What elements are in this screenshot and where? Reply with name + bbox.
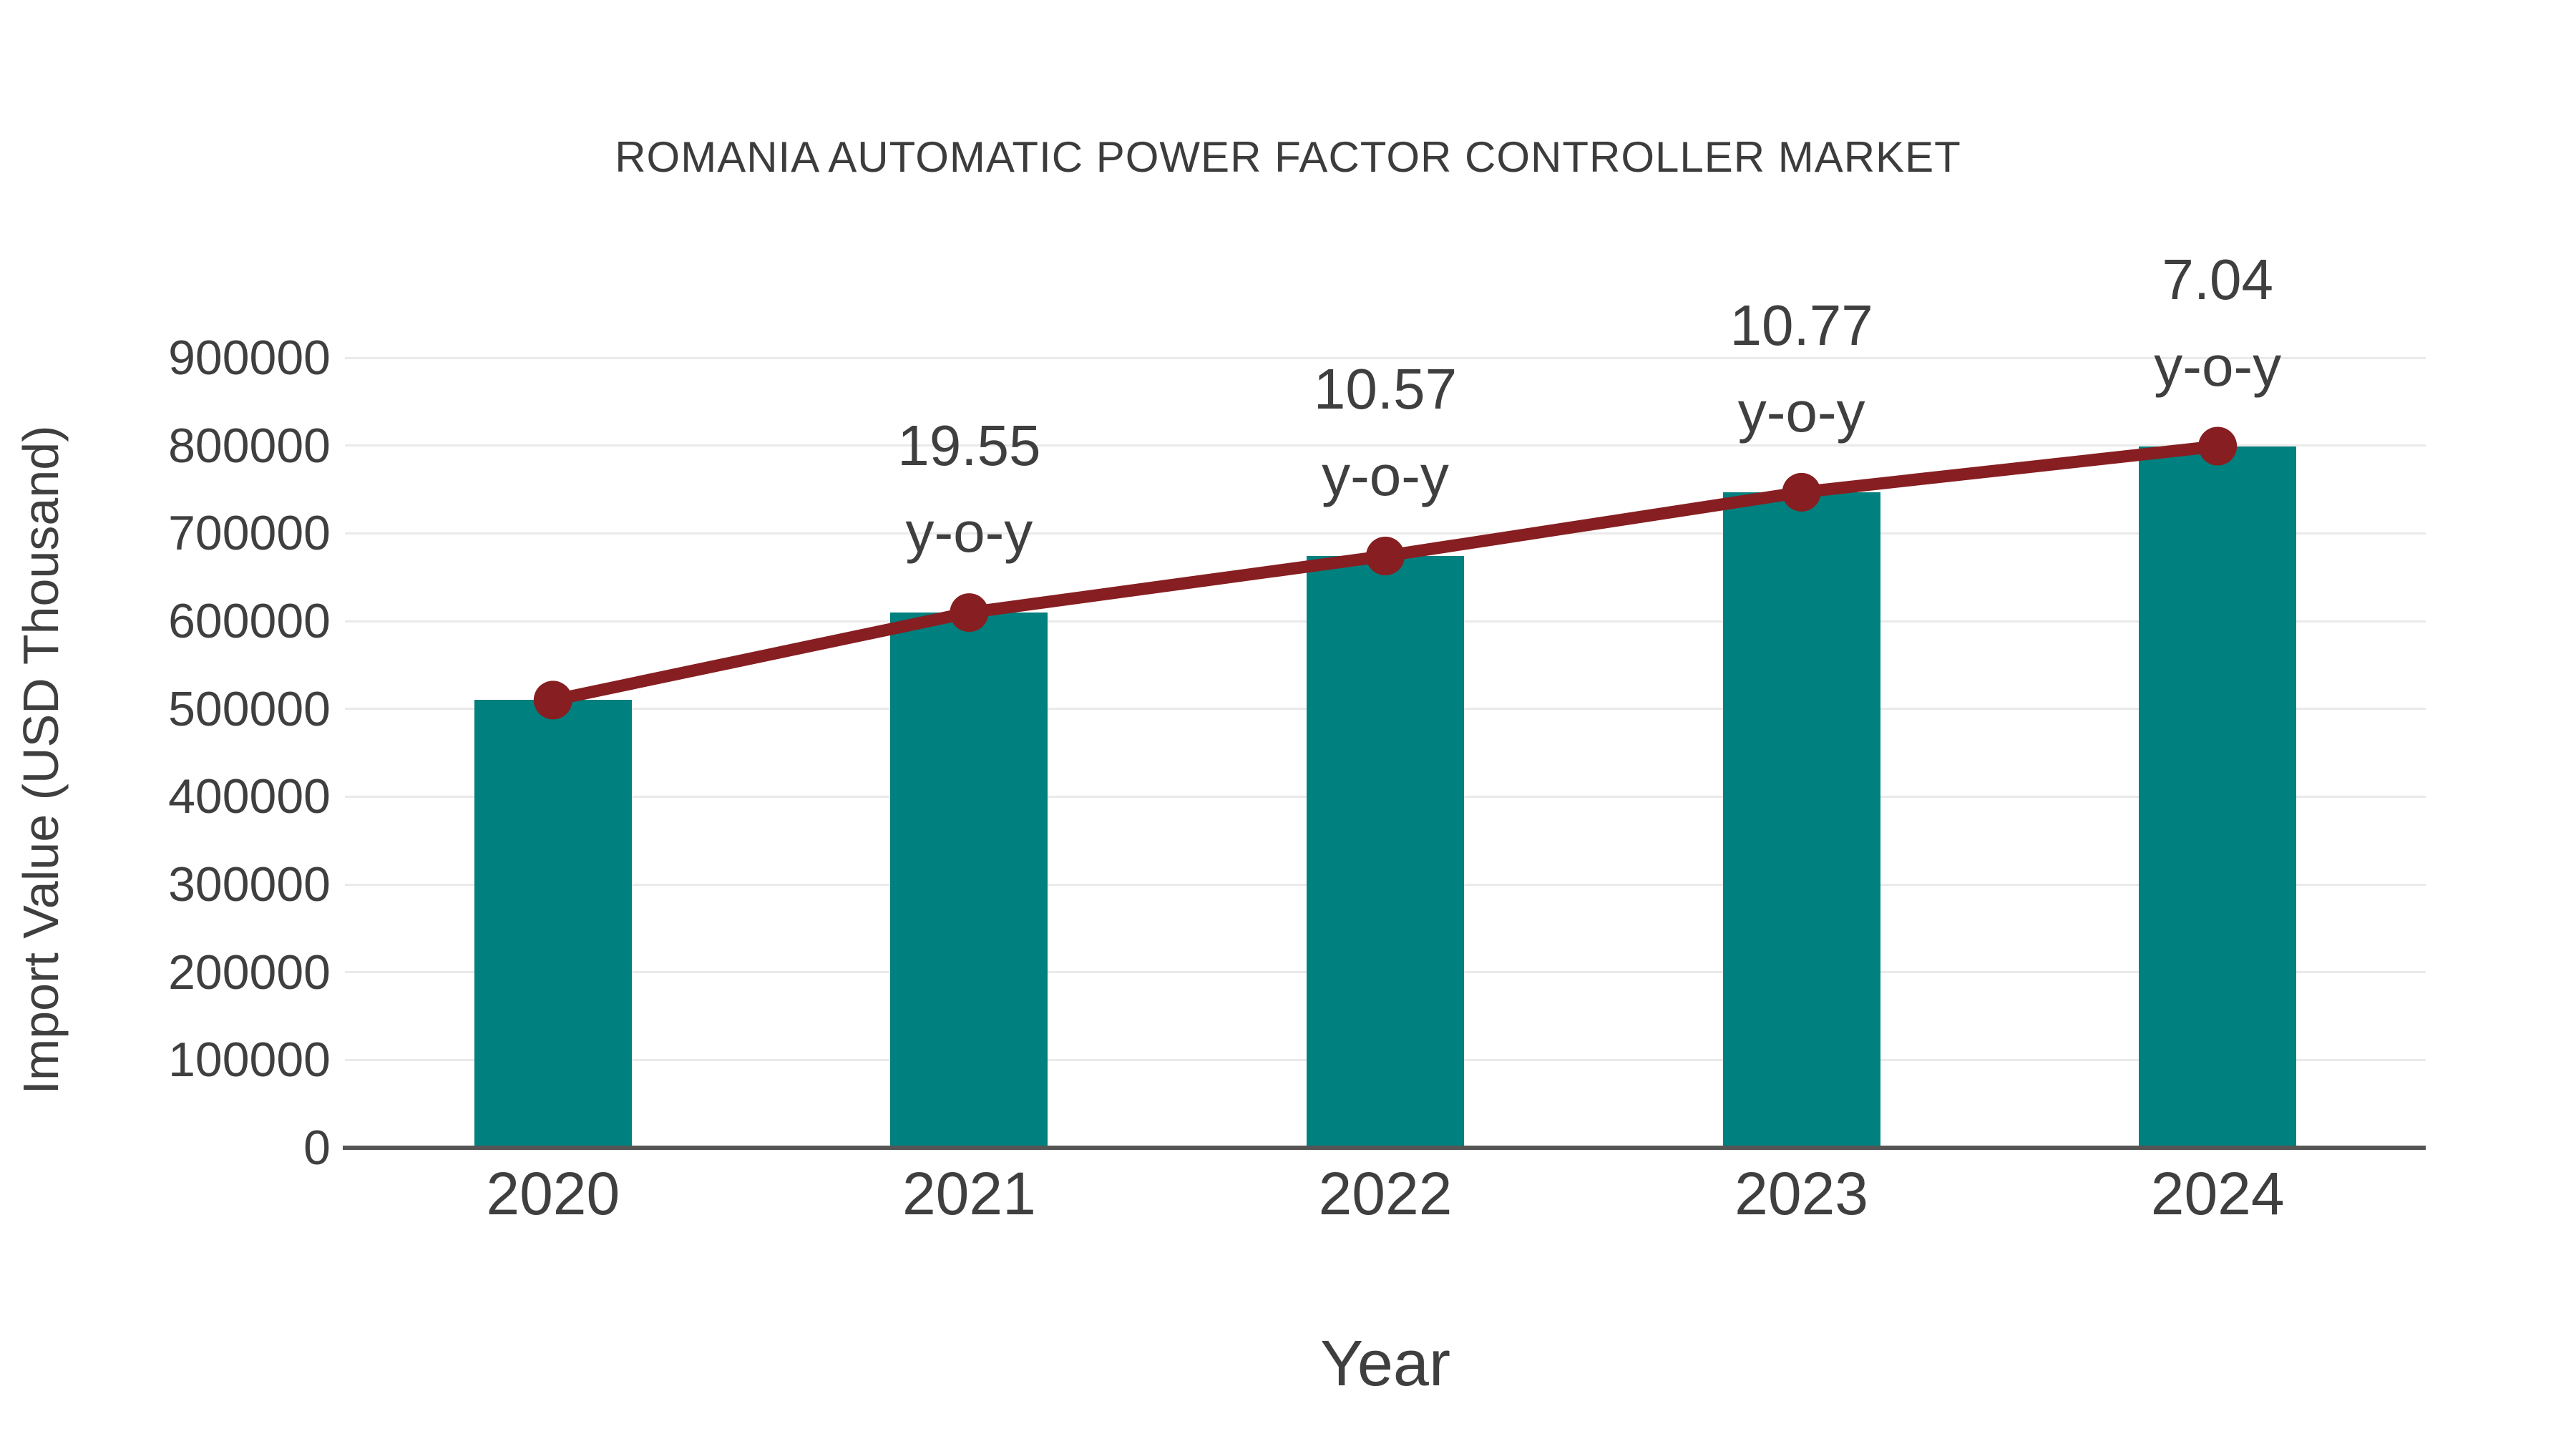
bar-2024 (2139, 446, 2297, 1148)
x-tick-2020: 2020 (486, 1160, 620, 1227)
annotation-value-2024: 7.04 (2162, 247, 2274, 311)
annotation-value-2021: 19.55 (897, 414, 1041, 478)
annotation-suffix-2022: y-o-y (1322, 444, 1449, 507)
gridline-900000 (345, 356, 2426, 359)
annotation-value-2022: 10.57 (1313, 357, 1458, 421)
y-tick-300000: 300000 (168, 857, 331, 912)
bar-2020 (474, 700, 632, 1148)
y-tick-200000: 200000 (168, 945, 331, 1000)
y-tick-400000: 400000 (168, 769, 331, 824)
annotation-value-2023: 10.77 (1729, 293, 1873, 357)
y-tick-800000: 800000 (168, 418, 331, 473)
x-tick-2022: 2022 (1318, 1160, 1453, 1227)
x-axis-title: Year (1320, 1328, 1450, 1400)
x-tick-2021: 2021 (902, 1160, 1036, 1227)
x-tick-2024: 2024 (2150, 1160, 2285, 1227)
y-tick-500000: 500000 (168, 681, 331, 736)
x-axis-line (343, 1146, 2426, 1150)
y-tick-900000: 900000 (168, 331, 331, 385)
chart-title: ROMANIA AUTOMATIC POWER FACTOR CONTROLLE… (615, 133, 1961, 181)
x-tick-2023: 2023 (1735, 1160, 1869, 1227)
y-tick-0: 0 (303, 1121, 331, 1175)
annotation-suffix-2021: y-o-y (905, 500, 1033, 565)
annotation-suffix-2024: y-o-y (2154, 333, 2282, 398)
y-tick-700000: 700000 (168, 506, 331, 561)
y-tick-100000: 100000 (168, 1033, 331, 1088)
annotation-suffix-2023: y-o-y (1737, 379, 1865, 444)
bar-2023 (1722, 492, 1880, 1148)
bar-2022 (1307, 556, 1464, 1148)
gridline-700000 (345, 532, 2426, 535)
bar-2021 (890, 613, 1048, 1148)
y-tick-600000: 600000 (168, 594, 331, 648)
